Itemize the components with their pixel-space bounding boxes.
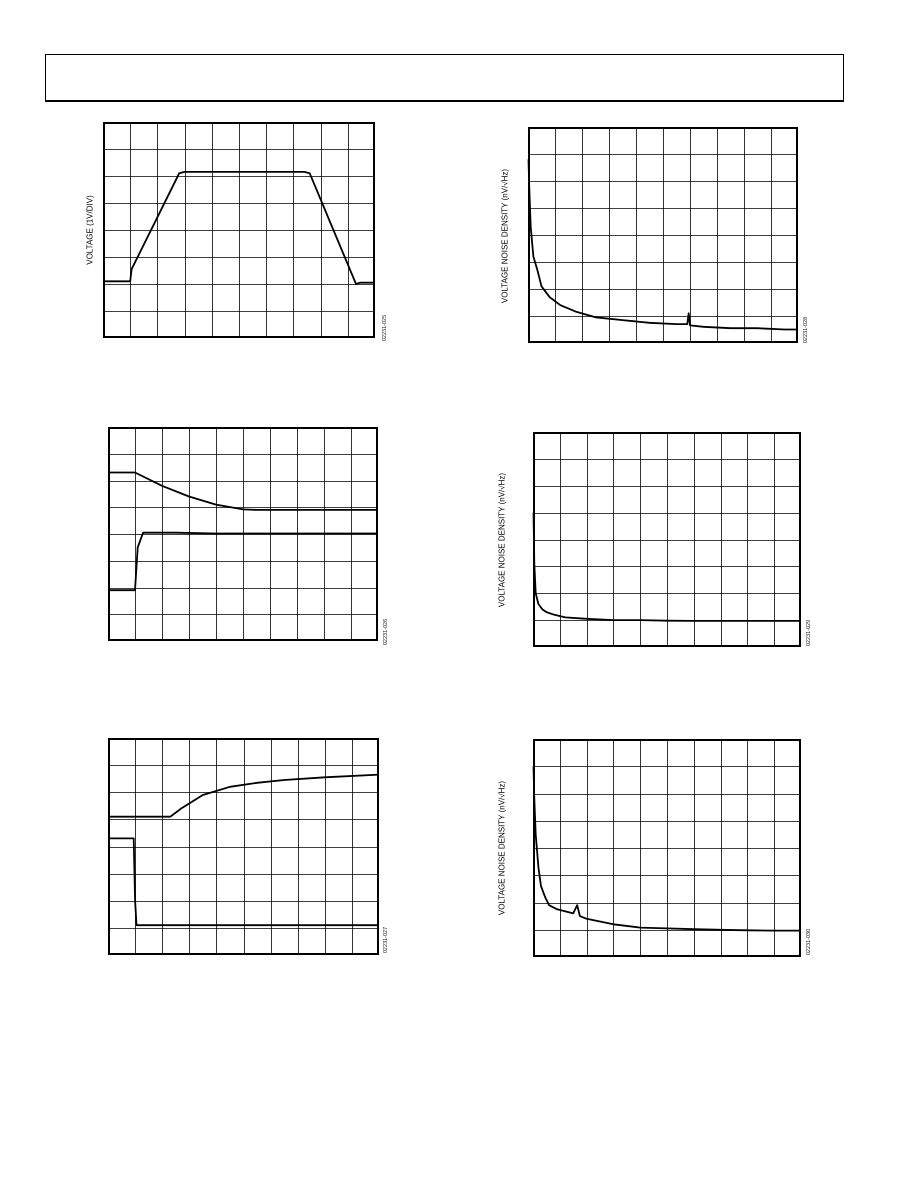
- chart-scope-left-3: [108, 738, 380, 955]
- y-axis-label-right-2: VOLTAGE NOISE DENSITY (nV/√Hz): [497, 472, 507, 608]
- series-line-1: [108, 773, 380, 818]
- y-axis-label-left-1: VOLTAGE (1V/DIV): [85, 195, 95, 265]
- chart-noise-right-3: [532, 739, 801, 957]
- figure-id-left-2: 02231-026: [383, 618, 389, 646]
- plot-frame: [103, 122, 375, 338]
- chart-noise-right-2: [532, 432, 801, 647]
- series-line-1: [532, 512, 801, 622]
- series-line-1: [103, 171, 375, 285]
- plot-frame: [533, 739, 801, 957]
- y-axis-label-right-1: VOLTAGE NOISE DENSITY (nV/√Hz): [500, 168, 510, 304]
- figure-id-right-3: 02231-030: [806, 928, 812, 956]
- plot-frame: [108, 738, 379, 955]
- chart-noise-right-1: [527, 127, 798, 343]
- figure-id-right-2: 02231-029: [806, 619, 812, 647]
- plot-frame: [533, 432, 801, 647]
- page-header-box: [45, 54, 844, 102]
- figure-id-right-1: 02231-028: [803, 316, 809, 344]
- chart-scope-left-2: [108, 427, 378, 641]
- chart-scope-left-1: [103, 122, 375, 338]
- series-line-2: [108, 531, 378, 592]
- series-line-1: [532, 766, 801, 932]
- figure-id-left-3: 02231-027: [383, 926, 389, 954]
- y-axis-label-right-3: VOLTAGE NOISE DENSITY (nV/√Hz): [497, 780, 507, 916]
- series-line-2: [108, 837, 379, 927]
- plot-frame: [528, 127, 798, 343]
- series-line-1: [527, 159, 798, 331]
- figure-id-left-1: 02231-025: [382, 314, 388, 342]
- series-line-1: [108, 471, 378, 511]
